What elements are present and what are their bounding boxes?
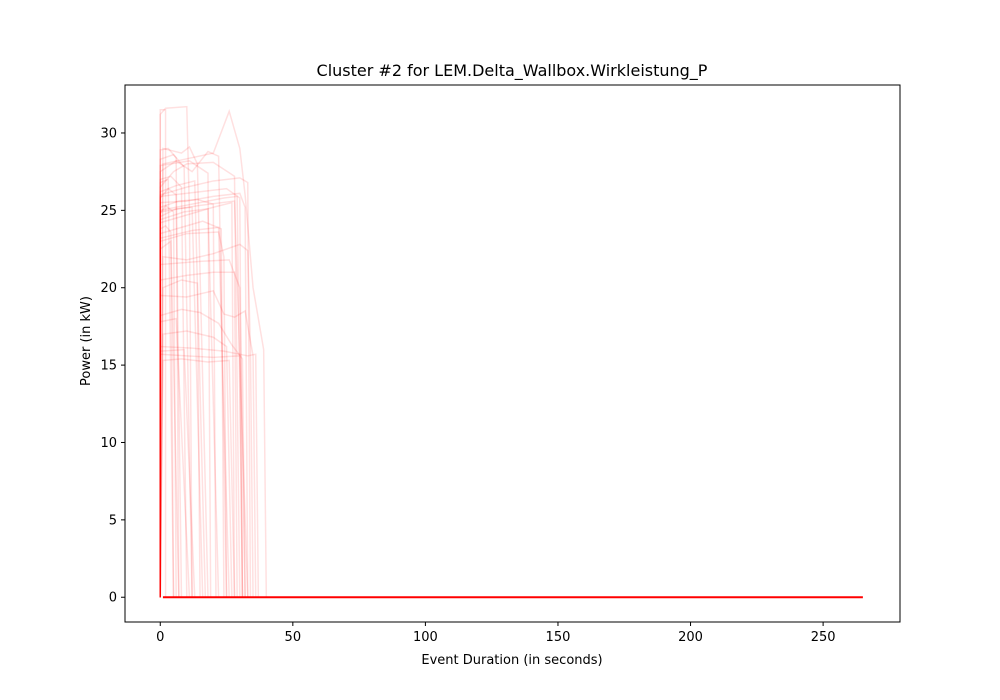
plot-frame bbox=[124, 84, 901, 623]
x-axis: 0 50 100 150 200 250 bbox=[156, 622, 836, 645]
series-line-4 bbox=[159, 150, 230, 598]
series-line-18 bbox=[159, 308, 248, 598]
x-tick-label: 0 bbox=[156, 630, 164, 645]
y-axis-label: Power (in kW) bbox=[79, 296, 94, 386]
y-tick-label: 10 bbox=[100, 436, 117, 451]
y-tick-label: 30 bbox=[100, 126, 117, 141]
x-tick-label: 50 bbox=[285, 630, 302, 645]
series-line-8 bbox=[159, 192, 251, 598]
series-line-3 bbox=[159, 108, 272, 598]
plot-lines bbox=[159, 105, 863, 599]
series-line-6 bbox=[159, 161, 243, 598]
x-tick-label: 150 bbox=[546, 630, 571, 645]
y-tick-label: 15 bbox=[100, 359, 117, 374]
x-tick-label: 100 bbox=[413, 630, 438, 645]
series-line-20 bbox=[159, 345, 262, 598]
series-line-14 bbox=[159, 243, 256, 598]
y-axis: 0 5 10 15 20 25 30 bbox=[100, 126, 125, 606]
series-line-7 bbox=[159, 177, 254, 598]
x-tick-label: 250 bbox=[811, 630, 836, 645]
chart-title: Cluster #2 for LEM.Delta_Wallbox.Wirklei… bbox=[317, 61, 708, 81]
x-axis-label: Event Duration (in seconds) bbox=[421, 653, 602, 668]
series-line-17 bbox=[159, 289, 259, 598]
y-tick-label: 0 bbox=[109, 591, 117, 606]
y-tick-label: 5 bbox=[109, 513, 117, 528]
x-tick-label: 200 bbox=[678, 630, 703, 645]
y-tick-label: 25 bbox=[100, 204, 117, 219]
y-tick-label: 20 bbox=[100, 281, 117, 296]
